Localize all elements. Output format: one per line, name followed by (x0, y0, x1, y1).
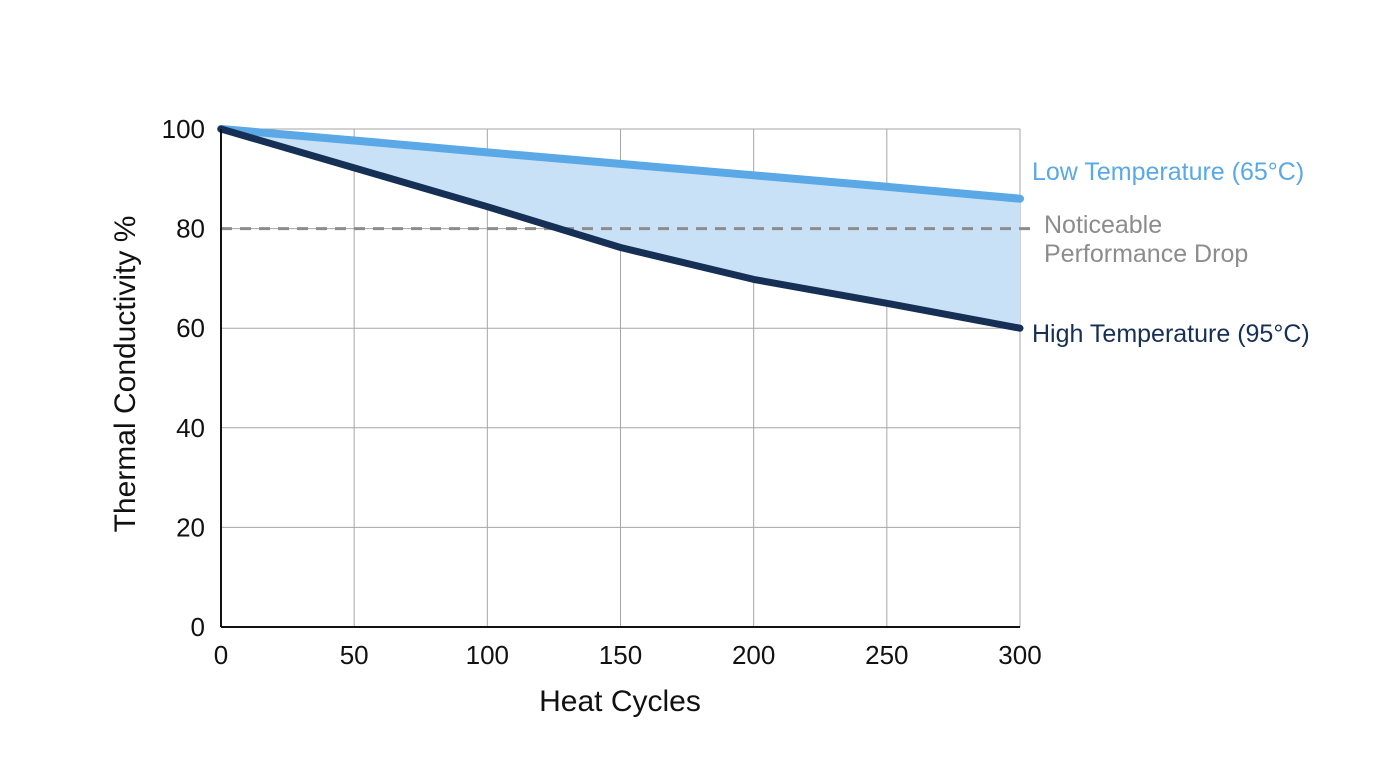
x-tick-label-150: 150 (599, 640, 642, 670)
y-tick-label-60: 60 (176, 313, 205, 343)
x-tick-label-200: 200 (732, 640, 775, 670)
axis-layer: 0 50 100 150 200 250 300 0 20 40 60 80 100 (162, 114, 1042, 670)
y-tick-label-100: 100 (162, 114, 205, 144)
series-label-low-temperature: Low Temperature (65°C) (1032, 158, 1304, 186)
x-tick-label-250: 250 (865, 640, 908, 670)
series-line-high-temperature (217, 125, 1024, 332)
x-tick-label-100: 100 (466, 640, 509, 670)
series-label-high-temperature: High Temperature (95°C) (1032, 320, 1310, 348)
x-tick-label-300: 300 (998, 640, 1041, 670)
threshold-annotation-line2: Performance Drop (1044, 240, 1248, 268)
threshold-annotation-line1: Noticeable (1044, 211, 1162, 239)
x-tick-label-0: 0 (214, 640, 228, 670)
series-layer (217, 125, 1024, 332)
y-tick-label-80: 80 (176, 214, 205, 244)
label-layer: Heat Cycles Thermal Conductivity % Low T… (109, 158, 1310, 718)
series-line-low-temperature (217, 125, 1024, 203)
x-tick-label-50: 50 (340, 640, 369, 670)
y-axis-title: Thermal Conductivity % (109, 216, 142, 533)
y-tick-label-40: 40 (176, 413, 205, 443)
x-axis-title: Heat Cycles (539, 685, 701, 718)
y-tick-label-20: 20 (176, 512, 205, 542)
y-tick-label-0: 0 (191, 612, 205, 642)
